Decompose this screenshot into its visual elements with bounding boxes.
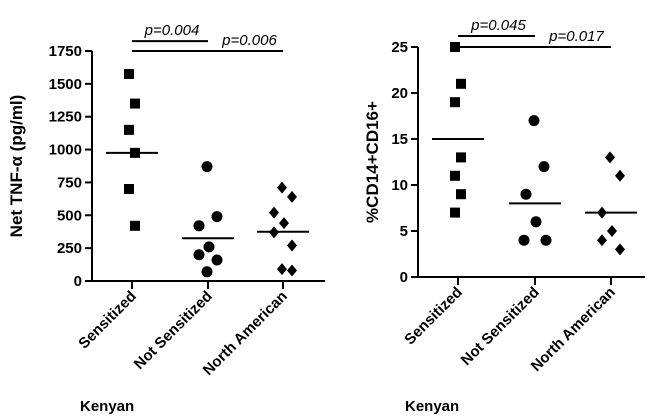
y-tick-label: 1750	[49, 43, 82, 60]
y-tick-label: 20	[391, 85, 408, 102]
data-point-circle	[528, 115, 540, 127]
data-point-square	[450, 42, 460, 52]
data-point-circle	[540, 234, 552, 246]
data-point-circle	[211, 211, 223, 223]
y-tick-label: 0	[400, 269, 408, 286]
data-point-circle	[211, 254, 223, 266]
data-point-diamond	[279, 217, 289, 230]
data-point-circle	[201, 266, 213, 278]
data-point-diamond	[597, 234, 607, 247]
data-point-diamond	[277, 263, 287, 276]
data-point-square	[130, 220, 140, 231]
data-point-square	[456, 189, 466, 200]
data-point-square	[450, 170, 460, 181]
data-point-circle	[530, 216, 542, 228]
data-point-square	[130, 98, 140, 109]
y-tick-label: 1000	[49, 142, 82, 159]
data-point-diamond	[287, 239, 297, 252]
y-tick-label: 0	[74, 273, 82, 290]
y-tick-label: 750	[57, 174, 82, 191]
data-point-diamond	[615, 243, 625, 256]
kenyan-label-right: Kenyan	[405, 398, 459, 415]
category-label: Sensitized	[75, 288, 139, 352]
category-label: Not Sensitized	[458, 284, 543, 369]
data-point-circle	[201, 161, 213, 173]
category-label: Sensitized	[401, 284, 465, 348]
panel-tnf-alpha: 0 250 500 750 1000 1250 1500 1750 Net TNF-α (pg/…	[7, 22, 325, 379]
y-tick-label: 5	[400, 223, 408, 240]
data-point-circle	[203, 241, 215, 253]
data-point-diamond	[607, 225, 617, 237]
y-tick-label: 1500	[49, 76, 82, 93]
data-point-circle	[193, 249, 205, 261]
data-point-diamond	[615, 169, 625, 182]
data-point-square	[124, 184, 134, 194]
data-point-diamond	[605, 151, 615, 164]
p-value-label: p=0.017	[548, 28, 604, 45]
data-point-square	[124, 69, 134, 79]
category-label: North American	[528, 284, 619, 375]
y-tick-label: 500	[57, 207, 82, 224]
data-point-square	[450, 97, 460, 108]
data-point-diamond	[277, 181, 287, 194]
y-tick-label: 1250	[49, 109, 82, 126]
data-point-circle	[518, 234, 530, 246]
data-point-diamond	[287, 190, 297, 203]
y-tick-label: 15	[391, 131, 408, 148]
p-value-label: p=0.045	[470, 17, 526, 34]
p-value-label: p=0.004	[144, 22, 200, 39]
data-point-circle	[520, 188, 532, 200]
kenyan-label-left: Kenyan	[80, 398, 134, 415]
data-point-square	[456, 152, 466, 163]
data-point-circle	[538, 161, 550, 173]
y-axis-title: %CD14+CD16+	[363, 101, 382, 223]
data-point-square	[124, 124, 134, 135]
y-tick-label: 250	[57, 240, 82, 257]
data-point-square	[450, 207, 460, 218]
data-point-diamond	[287, 264, 297, 277]
data-point-square	[456, 78, 466, 89]
data-point-diamond	[269, 206, 279, 219]
y-tick-label: 10	[391, 177, 408, 194]
y-axis-title: Net TNF-α (pg/ml)	[7, 95, 26, 238]
y-tick-label: 25	[391, 39, 408, 56]
p-value-label: p=0.006	[221, 32, 277, 49]
data-point-circle	[193, 220, 205, 232]
category-label: Not Sensitized	[131, 288, 216, 373]
